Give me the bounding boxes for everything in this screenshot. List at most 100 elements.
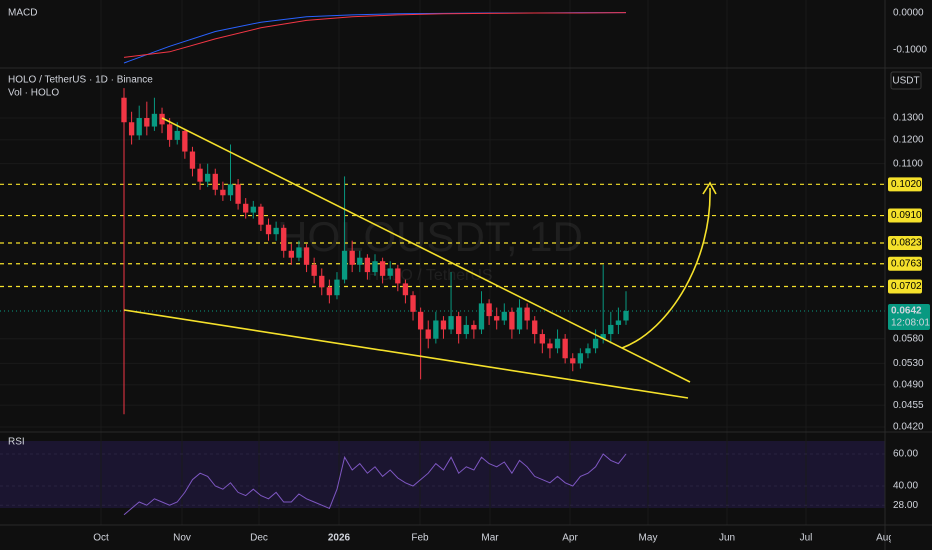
candle-body bbox=[220, 189, 226, 196]
x-tick-label: Nov bbox=[173, 533, 191, 544]
candle-body bbox=[357, 257, 363, 265]
rsi-tick-label: 28.00 bbox=[893, 500, 918, 511]
candle-body bbox=[174, 130, 180, 140]
y-tick-label: 0.1100 bbox=[893, 158, 923, 169]
level-label: 0.0823 bbox=[891, 238, 922, 249]
candle-body bbox=[151, 113, 158, 127]
level-tag bbox=[888, 208, 922, 223]
candle-body bbox=[585, 348, 591, 354]
currency[interactable]: USDT bbox=[892, 76, 919, 87]
y-tick-label: 0.0580 bbox=[893, 333, 924, 344]
candle-body bbox=[364, 257, 371, 273]
candle-body bbox=[212, 173, 218, 190]
level-label: 0.0910 bbox=[891, 210, 922, 221]
candle-body bbox=[273, 227, 279, 235]
candle-body bbox=[433, 320, 439, 339]
candle-body bbox=[615, 320, 622, 325]
candle-body bbox=[265, 224, 272, 235]
x-tick-label: Apr bbox=[562, 533, 578, 544]
candle-body bbox=[395, 268, 401, 284]
time-axis: Oct Nov Dec 2026 Feb Mar Apr May Jun Jul Aug bbox=[93, 533, 894, 544]
macd-tick-label: -0.1000 bbox=[893, 45, 927, 56]
candle-body bbox=[539, 334, 545, 344]
candle-body bbox=[387, 268, 393, 276]
candle-body bbox=[250, 206, 256, 213]
candle-body bbox=[478, 303, 485, 330]
candle-body bbox=[562, 338, 568, 359]
candle-body bbox=[524, 307, 530, 321]
y-tick-label: 0.1200 bbox=[893, 135, 924, 146]
candle-body bbox=[600, 334, 606, 339]
candle-body bbox=[471, 324, 477, 330]
y-tick-label: 0.0455 bbox=[893, 400, 924, 411]
level-tag bbox=[888, 236, 922, 251]
candle-body bbox=[197, 168, 203, 182]
y-tick-label: 0.0490 bbox=[893, 379, 924, 390]
candle-body bbox=[182, 130, 188, 152]
lower-trendline bbox=[123, 309, 689, 399]
candle-body bbox=[570, 358, 576, 364]
candle-body bbox=[372, 261, 378, 273]
candle-body bbox=[592, 338, 599, 349]
x-tick-label: Aug bbox=[876, 533, 894, 544]
currency-box[interactable] bbox=[890, 71, 922, 90]
candle-body bbox=[296, 247, 302, 258]
level-label: 0.0763 bbox=[891, 258, 922, 269]
x-tick-label: Jul bbox=[800, 533, 813, 544]
candle-body bbox=[532, 320, 538, 335]
level-label: 0.0702 bbox=[891, 281, 922, 292]
x-tick-label: Mar bbox=[481, 533, 499, 544]
levels bbox=[0, 183, 885, 312]
price-axis: 0.1300 0.1200 0.1100 0.0580 0.0530 0.0490 0.04… bbox=[888, 8, 930, 511]
candle-body bbox=[577, 353, 584, 364]
arrow-head bbox=[702, 181, 717, 195]
level-tag bbox=[888, 256, 922, 271]
candle-body bbox=[425, 329, 431, 339]
candle-body bbox=[547, 343, 553, 349]
candle-body bbox=[189, 151, 196, 169]
x-tick-label: May bbox=[639, 533, 658, 544]
last-price-tag bbox=[888, 303, 930, 330]
rsi-tick-label: 40.00 bbox=[893, 481, 918, 492]
rsi-band bbox=[0, 441, 885, 508]
candle-body bbox=[326, 287, 333, 296]
rsi-panel bbox=[123, 453, 627, 516]
rsi-title: RSI bbox=[8, 437, 25, 448]
candle-body bbox=[341, 250, 348, 280]
y-tick-label: 0.0420 bbox=[893, 422, 924, 433]
y-tick-label: 0.0530 bbox=[893, 358, 924, 369]
candle-body bbox=[334, 279, 340, 296]
candle-body bbox=[417, 311, 424, 330]
macd-line bbox=[123, 12, 627, 58]
candle-body bbox=[402, 283, 409, 296]
candles bbox=[121, 88, 629, 415]
level-tag bbox=[888, 177, 922, 192]
candle-body bbox=[303, 247, 310, 265]
candle-body bbox=[288, 250, 294, 258]
candle-body bbox=[554, 338, 561, 349]
volume-label: Vol · HOLO bbox=[8, 88, 59, 99]
candle-body bbox=[205, 173, 211, 182]
candle-body bbox=[136, 118, 142, 136]
candle-body bbox=[319, 275, 325, 288]
candle-body bbox=[379, 261, 386, 276]
candle-body bbox=[516, 307, 523, 330]
countdown: 12:08:01 bbox=[891, 318, 930, 329]
projection-arrow bbox=[621, 187, 711, 349]
candle-body bbox=[159, 113, 165, 125]
candle-body bbox=[128, 122, 135, 136]
candle-body bbox=[440, 320, 447, 330]
candle-body bbox=[608, 324, 614, 335]
candle-body bbox=[235, 184, 241, 204]
candle-body bbox=[486, 303, 492, 317]
candle-body bbox=[227, 184, 234, 196]
candle-body bbox=[144, 118, 150, 127]
x-tick-label: Jun bbox=[719, 533, 735, 544]
candle-body bbox=[349, 250, 355, 265]
candle-body bbox=[448, 316, 454, 330]
candle-body bbox=[509, 311, 515, 330]
watermark-sub: HOLO / TetherUS bbox=[367, 267, 492, 284]
chart-title: HOLO / TetherUS · 1D · Binance bbox=[8, 75, 153, 86]
